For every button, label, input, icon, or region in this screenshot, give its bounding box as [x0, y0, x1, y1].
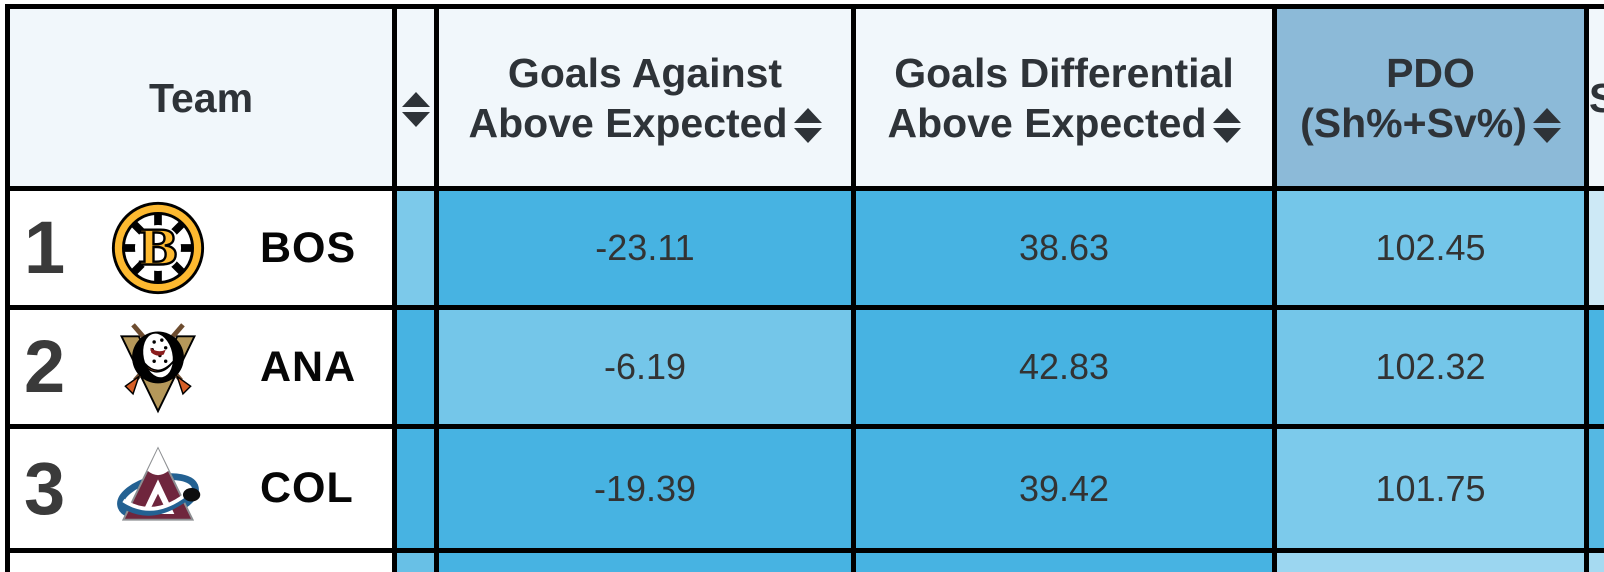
column-header-pdo[interactable]: PDO (Sh%+Sv%) [1272, 4, 1589, 191]
header-row: Team Goals Against Above Expected Goals … [5, 4, 1604, 191]
pdo-cell: 101.75 [1272, 424, 1589, 553]
rank-label: 2 [24, 325, 66, 408]
header-line2: Above Expected [887, 99, 1207, 146]
next-partial-cell [1584, 305, 1604, 429]
goals-diff-cell: 39.42 [851, 424, 1277, 553]
team-cell-partial[interactable] [5, 548, 397, 572]
scrolled-cell [392, 305, 439, 429]
goals-diff-cell [851, 548, 1277, 572]
rank-label: 3 [24, 446, 66, 530]
colorado-avalanche-logo-icon [102, 441, 214, 537]
next-header-label: S [1592, 75, 1604, 121]
pdo-cell [1272, 548, 1589, 572]
team-header-label: Team [148, 74, 254, 121]
header-line2: (Sh%+Sv%) [1300, 99, 1527, 146]
anaheim-ducks-logo-icon [102, 319, 214, 415]
sort-icon[interactable] [401, 92, 430, 127]
scrolled-cell [392, 424, 439, 553]
goals-diff-cell: 38.63 [851, 186, 1277, 310]
table-row-partial [5, 548, 1604, 572]
team-abbr: BOS [260, 223, 357, 272]
scrolled-cell [392, 548, 439, 572]
next-partial-cell [1584, 548, 1604, 572]
svg-text:B: B [138, 220, 179, 276]
column-header-goals-against-above-expected[interactable]: Goals Against Above Expected [434, 4, 856, 191]
team-abbr: COL [260, 464, 354, 512]
pdo-cell: 102.32 [1272, 305, 1589, 429]
header-line2: Above Expected [468, 99, 788, 146]
header-line1: Goals Against [507, 49, 783, 96]
team-cell-bos[interactable]: 1 [5, 186, 397, 310]
table-row-ana: 2 [5, 305, 1604, 429]
goals-against-cell [434, 548, 856, 572]
next-partial-cell [1584, 424, 1604, 553]
column-header-goals-differential-above-expected[interactable]: Goals Differential Above Expected [851, 4, 1277, 191]
team-abbr: ANA [260, 342, 357, 391]
header-line1: Goals Differential [894, 49, 1234, 96]
boston-bruins-logo-icon: B [102, 200, 214, 296]
header-line1: PDO [1386, 49, 1475, 96]
column-header-scrolled-partial[interactable] [392, 4, 439, 191]
team-cell-ana[interactable]: 2 [5, 305, 397, 429]
scrolled-cell [392, 186, 439, 310]
team-stats-table: Team Goals Against Above Expected Goals … [5, 4, 1604, 572]
goals-against-cell: -23.11 [434, 186, 856, 310]
column-header-team[interactable]: Team [5, 4, 397, 191]
next-partial-cell [1584, 186, 1604, 310]
table-row-col: 3 [5, 424, 1604, 553]
goals-against-cell: -6.19 [434, 305, 856, 429]
column-header-next-partial[interactable]: S [1584, 4, 1604, 191]
table-row-bos: 1 [5, 186, 1604, 310]
rank-label: 1 [24, 206, 66, 289]
sort-icon[interactable] [1212, 108, 1241, 144]
sort-icon[interactable] [793, 108, 822, 144]
team-cell-col[interactable]: 3 [5, 424, 397, 553]
sort-icon[interactable] [1532, 108, 1561, 144]
goals-against-cell: -19.39 [434, 424, 856, 553]
pdo-cell: 102.45 [1272, 186, 1589, 310]
goals-diff-cell: 42.83 [851, 305, 1277, 429]
